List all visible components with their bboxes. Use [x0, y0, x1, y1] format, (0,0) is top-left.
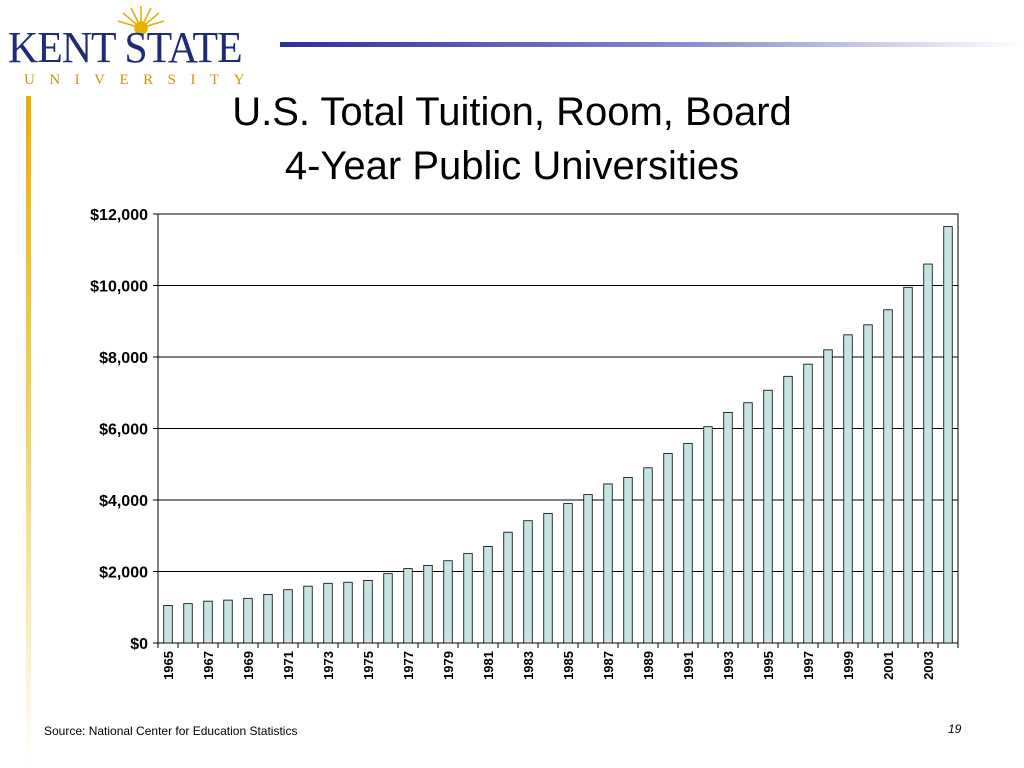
bar-1974: [343, 581, 353, 644]
bar-1969: [243, 597, 253, 644]
bar-1991: [683, 443, 693, 644]
bar-1992: [703, 426, 713, 644]
bar-2003: [923, 263, 933, 644]
logo-subtitle: UNIVERSITY: [24, 72, 259, 88]
y-tick-label: $6,000: [99, 422, 148, 439]
x-tick-label: 1977: [401, 651, 416, 680]
bar-1979: [443, 560, 453, 644]
x-tick-label: 1975: [361, 651, 376, 680]
bar-2000: [863, 324, 873, 644]
x-tick-label: 1965: [161, 651, 176, 680]
bar-1978: [423, 565, 433, 644]
bar-1977: [403, 568, 413, 644]
bar-1983: [523, 520, 533, 644]
bar-1996: [783, 375, 793, 644]
bar-1986: [583, 494, 593, 644]
bar-2004: [943, 226, 953, 644]
x-tick-label: 1991: [681, 651, 696, 680]
x-tick-label: 1983: [521, 651, 536, 680]
y-tick-label: $10,000: [90, 279, 148, 296]
sun-rays-icon: [117, 6, 165, 35]
bar-1985: [563, 503, 573, 644]
x-tick-label: 1985: [561, 651, 576, 680]
bar-1973: [323, 582, 333, 644]
bar-1981: [483, 546, 493, 644]
bar-1972: [303, 585, 313, 644]
x-tick-label: 1987: [601, 651, 616, 680]
bar-1982: [503, 531, 513, 644]
bar-1966: [183, 603, 193, 644]
bar-1971: [283, 589, 293, 644]
y-tick-label: $4,000: [99, 493, 148, 510]
bar-1980: [463, 553, 473, 644]
x-tick-label: 1981: [481, 651, 496, 680]
slide-title-line1: U.S. Total Tuition, Room, Board: [232, 90, 792, 134]
x-tick-label: 2003: [921, 651, 936, 680]
y-tick-label: $0: [130, 636, 148, 653]
x-tick-label: 1971: [281, 651, 296, 680]
bar-1997: [803, 363, 813, 644]
page-number: 19: [948, 722, 962, 736]
x-tick-label: 1999: [841, 651, 856, 680]
x-tick-label: 1989: [641, 651, 656, 680]
bar-2002: [903, 286, 913, 644]
bar-2001: [883, 309, 893, 644]
bar-1965: [163, 605, 173, 644]
x-tick-label: 1997: [801, 651, 816, 680]
slide-title-line2: 4-Year Public Universities: [284, 144, 740, 188]
x-tick-label: 1967: [201, 651, 216, 680]
bar-1976: [383, 573, 393, 644]
source-note: Source: National Center for Education St…: [44, 724, 298, 738]
bar-1990: [663, 453, 673, 644]
bar-1967: [203, 600, 213, 644]
bar-1993: [723, 412, 733, 644]
kent-state-logo: KENT STATE UNIVERSITY: [4, 2, 294, 94]
y-tick-label: $8,000: [99, 350, 148, 367]
bar-1995: [763, 389, 773, 644]
bar-1989: [643, 467, 653, 644]
x-tick-label: 2001: [881, 651, 896, 680]
bar-1998: [823, 349, 833, 644]
bar-1988: [623, 477, 633, 644]
left-accent-bar: [26, 96, 31, 768]
bar-1970: [263, 593, 273, 644]
bar-1994: [743, 402, 753, 644]
bar-1968: [223, 599, 233, 644]
x-tick-label: 1995: [761, 651, 776, 680]
x-tick-label: 1969: [241, 651, 256, 680]
x-tick-label: 1993: [721, 651, 736, 680]
y-tick-label: $2,000: [99, 565, 148, 582]
logo-wordmark: KENT STATE: [8, 23, 243, 72]
bar-1999: [843, 334, 853, 644]
bar-1975: [363, 580, 373, 644]
x-tick-label: 1973: [321, 651, 336, 680]
bar-1984: [543, 513, 553, 644]
x-tick-label: 1979: [441, 651, 456, 680]
header-rule: [280, 42, 1024, 47]
bar-1987: [603, 483, 613, 644]
y-tick-label: $12,000: [90, 207, 148, 224]
